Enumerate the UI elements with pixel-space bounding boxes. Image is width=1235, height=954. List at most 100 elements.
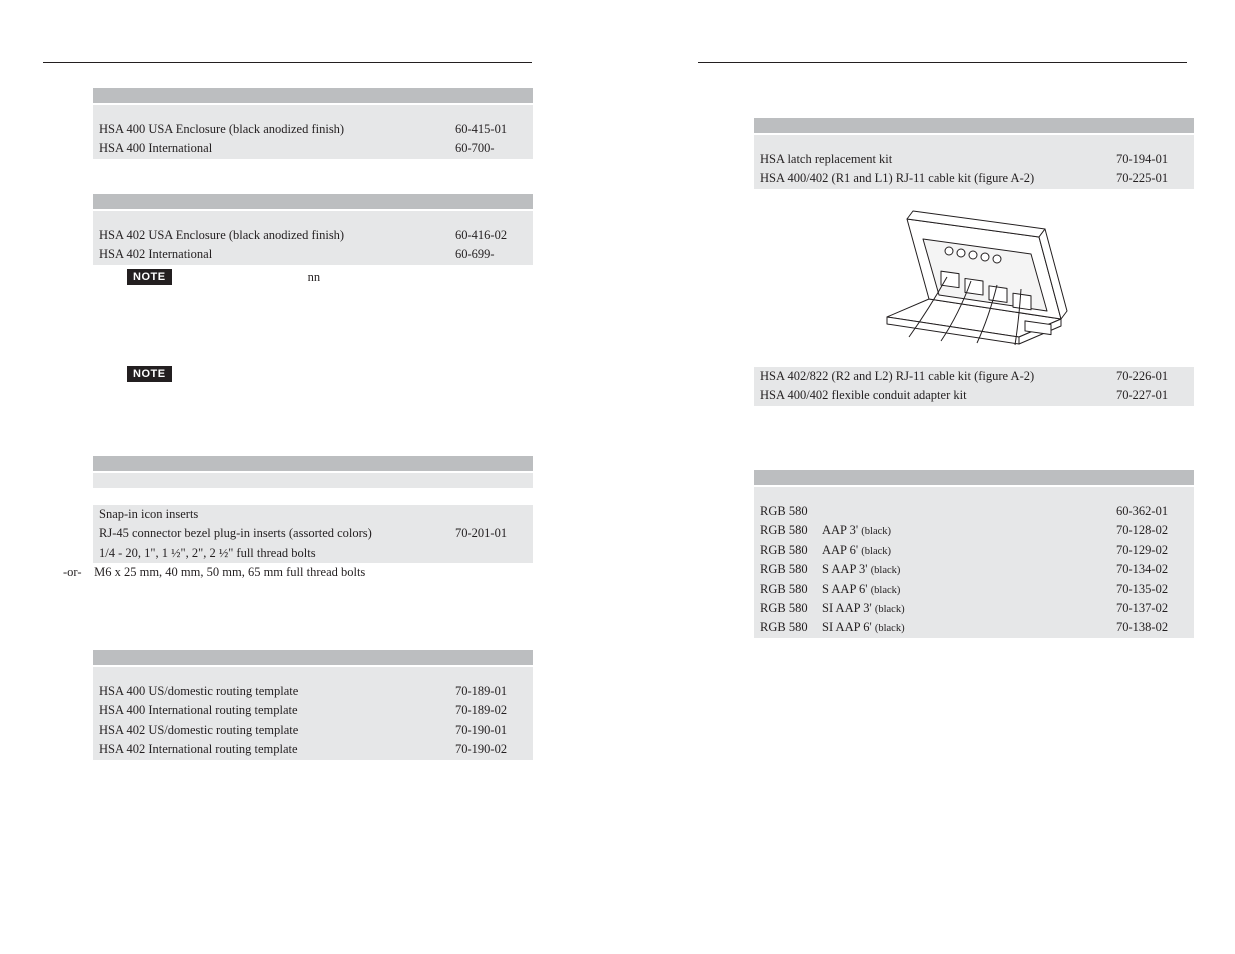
section-subheader xyxy=(93,473,533,488)
table-row: RGB 580S AAP 6' (black)70-135-02 xyxy=(754,580,1194,599)
page-footer xyxy=(698,898,1187,910)
table-row: HSA 402 USA Enclosure (black anodized fi… xyxy=(93,226,533,245)
page-right: HSA latch replacement kit 70-194-01 HSA … xyxy=(618,0,1235,954)
part-number: 60-700- xyxy=(455,139,527,158)
rgb-model: RGB 580 xyxy=(760,521,822,540)
page-left: HSA 400 USA Enclosure (black anodized fi… xyxy=(0,0,617,954)
note: NOTE nn xyxy=(93,269,533,285)
table-row: HSA latch replacement kit 70-194-01 xyxy=(754,150,1194,169)
section-rgb580: RGB 58060-362-01RGB 580AAP 3' (black)70-… xyxy=(754,470,1194,638)
part-name: HSA 402 International xyxy=(99,245,455,264)
part-name: HSA 402 International routing template xyxy=(99,740,455,759)
part-number: 70-194-01 xyxy=(1116,150,1188,169)
part-name: HSA 402/822 (R2 and L2) RJ-11 cable kit … xyxy=(760,367,1116,386)
table-row: HSA 400 USA Enclosure (black anodized fi… xyxy=(93,120,533,139)
section-optional: HSA latch replacement kit 70-194-01 HSA … xyxy=(754,118,1194,406)
rgb-desc: AAP 3' (black) xyxy=(822,521,1116,540)
rgb-model: RGB 580 xyxy=(760,599,822,618)
rgb-model: RGB 580 xyxy=(760,560,822,579)
part-name: 1/4 - 20, 1", 1 ½", 2", 2 ½" full thread… xyxy=(99,544,455,563)
section-header xyxy=(93,456,533,471)
note-nn: nn xyxy=(308,269,321,285)
part-number: 60-362-01 xyxy=(1116,502,1188,521)
figure-caption xyxy=(754,353,1194,367)
part-name: HSA 400 International routing template xyxy=(99,701,455,720)
part-number: 70-227-01 xyxy=(1116,386,1188,405)
section-subheader xyxy=(754,487,1194,502)
part-number: 70-226-01 xyxy=(1116,367,1188,386)
part-number: 70-189-02 xyxy=(455,701,527,720)
section-header xyxy=(754,118,1194,133)
part-name: HSA 400/402 (R1 and L1) RJ-11 cable kit … xyxy=(760,169,1116,188)
table-row: 1/4 - 20, 1", 1 ½", 2", 2 ½" full thread… xyxy=(93,544,533,563)
rgb-desc: S AAP 3' (black) xyxy=(822,560,1116,579)
rgb-model: RGB 580 xyxy=(760,541,822,560)
rgb-desc: S AAP 6' (black) xyxy=(822,580,1116,599)
table-row: RGB 580SI AAP 3' (black)70-137-02 xyxy=(754,599,1194,618)
section-subheader xyxy=(93,667,533,682)
rgb-desc: AAP 6' (black) xyxy=(822,541,1116,560)
rgb-model: RGB 580 xyxy=(760,502,822,521)
table-row: HSA 402/822 (R2 and L2) RJ-11 cable kit … xyxy=(754,367,1194,386)
part-number: 70-190-02 xyxy=(455,740,527,759)
hsa-diagram-icon xyxy=(869,199,1079,349)
table-row: HSA 402 International routing template 7… xyxy=(93,740,533,759)
alt-row: -or- M6 x 25 mm, 40 mm, 50 mm, 65 mm ful… xyxy=(63,563,533,582)
table-row: HSA 400/402 flexible conduit adapter kit… xyxy=(754,386,1194,405)
section-hsa402: HSA 402 USA Enclosure (black anodized fi… xyxy=(93,194,533,285)
table-row: RGB 580AAP 3' (black)70-128-02 xyxy=(754,521,1194,540)
rgb-desc xyxy=(822,502,1116,521)
rgb-desc: SI AAP 3' (black) xyxy=(822,599,1116,618)
part-name: HSA 400 USA Enclosure (black anodized fi… xyxy=(99,120,455,139)
part-name: HSA 402 USA Enclosure (black anodized fi… xyxy=(99,226,455,245)
header-rule xyxy=(698,62,1187,63)
table-row: HSA 400/402 (R1 and L1) RJ-11 cable kit … xyxy=(754,169,1194,188)
part-number: 70-189-01 xyxy=(455,682,527,701)
rgb-desc: SI AAP 6' (black) xyxy=(822,618,1116,637)
part-number: 70-129-02 xyxy=(1116,541,1188,560)
section-subheader xyxy=(93,211,533,226)
part-number xyxy=(455,544,527,563)
part-name: Snap-in icon inserts xyxy=(99,505,455,524)
table-row: RGB 580SI AAP 6' (black)70-138-02 xyxy=(754,618,1194,637)
table-row: HSA 400 International routing template 7… xyxy=(93,701,533,720)
section-hsa400: HSA 400 USA Enclosure (black anodized fi… xyxy=(93,88,533,159)
section-header xyxy=(93,650,533,665)
rgb-model: RGB 580 xyxy=(760,580,822,599)
table-row: HSA 400 International 60-700- xyxy=(93,139,533,158)
table-row: RJ-45 connector bezel plug-in inserts (a… xyxy=(93,524,533,543)
part-number: 70-190-01 xyxy=(455,721,527,740)
table-row: RGB 580AAP 6' (black)70-129-02 xyxy=(754,541,1194,560)
part-number: 70-128-02 xyxy=(1116,521,1188,540)
or-label: -or- xyxy=(63,563,91,582)
part-number: 70-138-02 xyxy=(1116,618,1188,637)
table-row: RGB 580 60-362-01 xyxy=(754,502,1194,521)
section-subheader xyxy=(93,105,533,120)
part-number: 60-415-01 xyxy=(455,120,527,139)
note-badge: NOTE xyxy=(127,366,172,382)
alt-bolts: M6 x 25 mm, 40 mm, 50 mm, 65 mm full thr… xyxy=(94,565,365,579)
table-row: RGB 580S AAP 3' (black)70-134-02 xyxy=(754,560,1194,579)
part-number: 60-699- xyxy=(455,245,527,264)
part-name: HSA latch replacement kit xyxy=(760,150,1116,169)
section-header xyxy=(754,470,1194,485)
part-name: HSA 402 US/domestic routing template xyxy=(99,721,455,740)
part-number: 70-135-02 xyxy=(1116,580,1188,599)
section-header xyxy=(93,88,533,103)
part-number: 70-137-02 xyxy=(1116,599,1188,618)
page-footer xyxy=(43,898,532,910)
table-row: Snap-in icon inserts xyxy=(93,505,533,524)
part-name: HSA 400 US/domestic routing template xyxy=(99,682,455,701)
header-rule xyxy=(43,62,532,63)
note-badge: NOTE xyxy=(127,269,172,285)
part-number: 70-225-01 xyxy=(1116,169,1188,188)
part-name: HSA 400 International xyxy=(99,139,455,158)
rgb-model: RGB 580 xyxy=(760,618,822,637)
section-header xyxy=(93,194,533,209)
table-row: HSA 400 US/domestic routing template 70-… xyxy=(93,682,533,701)
section-templates: HSA 400 US/domestic routing template 70-… xyxy=(93,650,533,760)
section-subheader xyxy=(754,135,1194,150)
part-number: 60-416-02 xyxy=(455,226,527,245)
part-number: 70-134-02 xyxy=(1116,560,1188,579)
part-name: RJ-45 connector bezel plug-in inserts (a… xyxy=(99,524,455,543)
